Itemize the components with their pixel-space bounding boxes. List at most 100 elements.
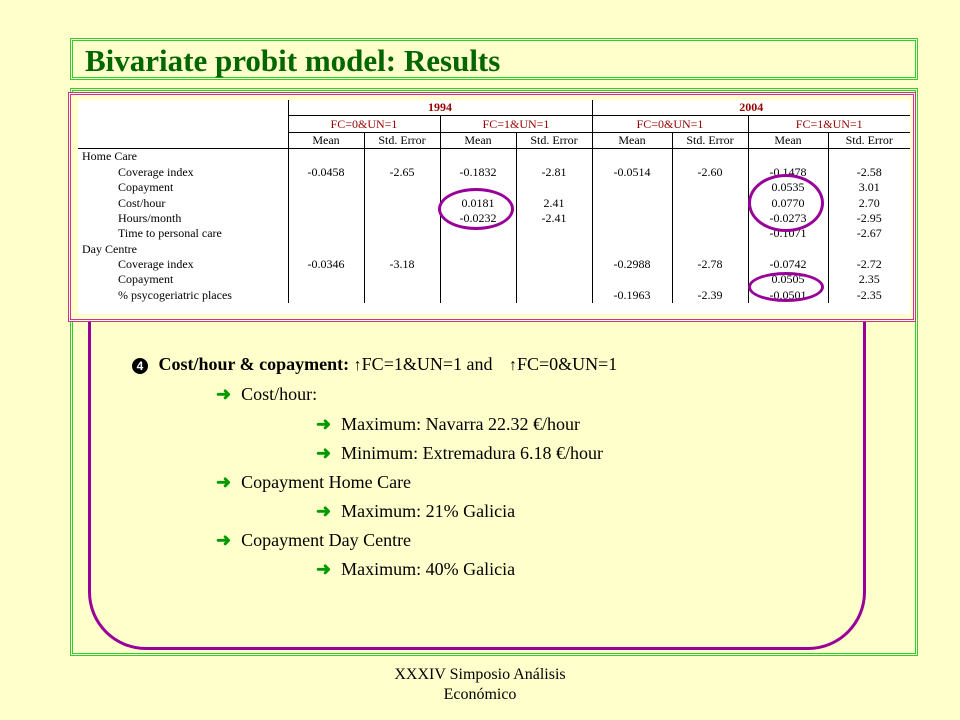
condition-1: FC=1&UN=1 and — [361, 354, 493, 374]
row-label: Hours/month — [118, 210, 182, 225]
table-cell: -0.0742 — [747, 256, 828, 273]
right-arrow-icon: ➜ — [316, 559, 332, 579]
row-label: Cost/hour — [118, 195, 166, 210]
column-header: Mean — [439, 132, 516, 150]
column-header: Std. Error — [363, 132, 440, 150]
bullet-heading-line: 4 Cost/hour & copayment: ↑FC=1&UN=1 and … — [132, 354, 617, 382]
table-cell — [363, 272, 440, 288]
cost-hour-label: Cost/hour: — [241, 384, 318, 404]
row-label: % psycogeriatric places — [118, 287, 232, 302]
column-header: Mean — [287, 132, 364, 150]
table-row: Coverage index -0.0346 -3.18 -0.2988 -2.78 -0… — [78, 256, 910, 273]
table-cell: -0.0346 — [287, 256, 364, 273]
table-cell — [671, 226, 748, 242]
table-cell — [439, 287, 516, 304]
bullet-heading: Cost/hour & copayment: — [158, 354, 350, 374]
table-cell: -2.41 — [515, 210, 592, 227]
title-box: Bivariate probit model: Results — [70, 38, 918, 80]
highlight-circle-day-2004 — [748, 272, 824, 302]
table-cell — [363, 210, 440, 227]
bullet-max-home: ➜ Maximum: 21% Galicia — [316, 501, 515, 529]
table-cell — [515, 272, 592, 288]
table-cell — [515, 179, 592, 196]
bullet-max-day: ➜ Maximum: 40% Galicia — [316, 559, 515, 587]
table-cell — [747, 241, 828, 257]
table-row: Copayment 0.0505 2.35 — [78, 272, 910, 288]
table-cell — [287, 241, 364, 257]
table-cell — [287, 179, 364, 196]
footer: XXXIV Simposio Análisis Económico — [340, 665, 620, 705]
table-cell — [591, 148, 672, 165]
blank-cell — [78, 116, 288, 132]
table-cell — [671, 195, 748, 211]
table-cell: -2.35 — [827, 287, 910, 304]
table-cell — [671, 210, 748, 227]
table-cell — [287, 210, 364, 227]
row-label: Coverage index — [118, 257, 194, 272]
table-cell — [439, 272, 516, 288]
right-arrow-icon: ➜ — [216, 384, 232, 404]
table-cell — [827, 241, 910, 257]
row-label: Day Centre — [82, 241, 137, 256]
table-row: Time to personal care -0.1071 -2.67 — [78, 226, 910, 242]
table-cell: -2.67 — [827, 226, 910, 242]
table-cell: -0.0458 — [287, 164, 364, 180]
table-cell: -0.0514 — [591, 164, 672, 180]
row-label: Time to personal care — [118, 226, 222, 241]
table-cell — [591, 210, 672, 227]
bullet-copay-home: ➜ Copayment Home Care — [216, 472, 411, 500]
table-cell: -3.18 — [363, 256, 440, 273]
column-header: Std. Error — [515, 132, 592, 150]
group-header: FC=0&UN=1 — [287, 115, 440, 133]
table-cell: -0.1478 — [747, 164, 828, 180]
bullet-max-cost: ➜ Maximum: Navarra 22.32 €/hour — [316, 414, 580, 442]
table-cell — [671, 241, 748, 257]
table-cell — [439, 241, 516, 257]
table-cell: -2.81 — [515, 164, 592, 180]
table-cell — [591, 226, 672, 242]
column-header: Std. Error — [671, 132, 748, 150]
table-cell — [287, 226, 364, 242]
table-cell — [439, 226, 516, 242]
row-label: Copayment — [118, 272, 174, 287]
table-cell: -2.60 — [671, 164, 748, 180]
table-row: Coverage index -0.0458 -2.65 -0.1832 -2.81 -0… — [78, 164, 910, 180]
max-home-text: Maximum: 21% Galicia — [341, 501, 516, 521]
right-arrow-icon: ➜ — [216, 472, 232, 492]
row-label: Copayment — [118, 180, 174, 195]
table-cell — [827, 148, 910, 165]
max-day-text: Maximum: 40% Galicia — [341, 559, 516, 579]
table-cell: 2.70 — [827, 195, 910, 211]
blank-cell — [78, 100, 288, 116]
right-arrow-icon: ➜ — [216, 530, 232, 550]
right-arrow-icon: ➜ — [316, 501, 332, 521]
table-cell — [363, 287, 440, 304]
table-cell — [515, 148, 592, 165]
table-cell — [671, 148, 748, 165]
condition-2: FC=0&UN=1 — [516, 354, 618, 374]
row-label: Coverage index — [118, 164, 194, 179]
highlight-circle-costhour-1994 — [438, 188, 514, 230]
table-cell: 3.01 — [827, 179, 910, 196]
group-header-row: FC=0&UN=1 FC=1&UN=1 FC=0&UN=1 FC=1&UN=1 — [78, 115, 910, 133]
table-cell — [363, 179, 440, 196]
right-arrow-icon: ➜ — [316, 414, 332, 434]
group-header: FC=1&UN=1 — [439, 115, 592, 133]
table-cell: -0.2988 — [591, 256, 672, 273]
table-cell — [515, 287, 592, 304]
table-cell: 2.41 — [515, 195, 592, 211]
table-cell — [363, 148, 440, 165]
table-cell — [591, 272, 672, 288]
table-cell: -2.95 — [827, 210, 910, 227]
table-cell — [671, 272, 748, 288]
copay-home-label: Copayment Home Care — [241, 472, 412, 492]
column-header-row: Mean Std. Error Mean Std. Error Mean Std. Err… — [78, 132, 910, 150]
number-four-icon: 4 — [132, 358, 148, 374]
table-cell: -0.1832 — [439, 164, 516, 180]
table-cell — [439, 256, 516, 273]
table-cell: -2.58 — [827, 164, 910, 180]
table-cell — [515, 256, 592, 273]
group-header: FC=0&UN=1 — [591, 115, 748, 133]
blank-cell — [78, 132, 288, 150]
bullet-cost-hour: ➜ Cost/hour: — [216, 384, 317, 412]
